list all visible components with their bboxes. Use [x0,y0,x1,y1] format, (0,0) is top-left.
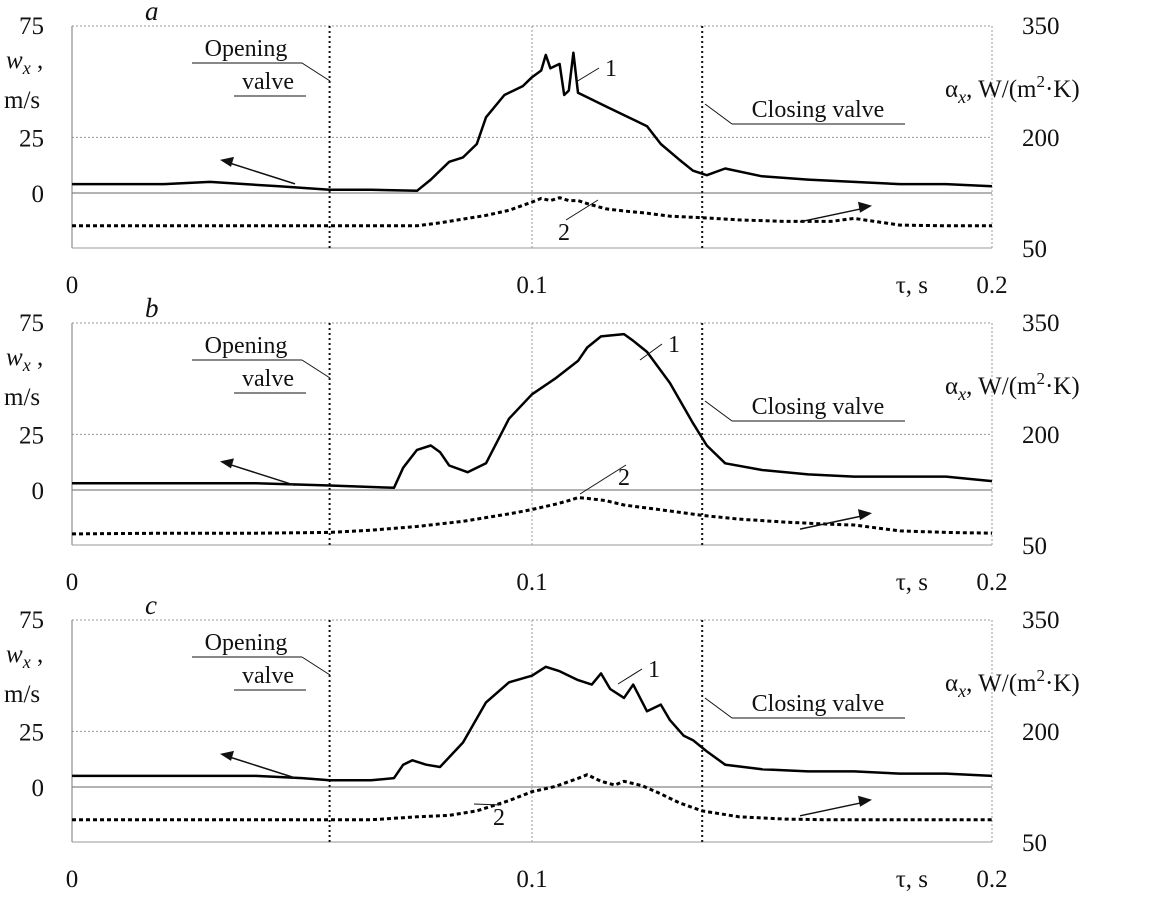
series-2-line [71,496,993,536]
x-tick-label: 0.2 [976,569,1007,596]
series-1-label: 1 [668,332,680,358]
opening-valve-label-1: Opening [205,36,288,62]
x-tick-label: 0 [66,866,79,893]
y-right-label: αx, W/(m2·K) [945,369,1080,404]
y-right-tick-label: 350 [1022,310,1060,337]
closing-valve-label: Closing valve [752,691,885,717]
y-left-tick-label: 0 [32,478,45,505]
opening-leader [301,62,331,82]
series-2-leader [579,464,627,495]
opening-valve-label-2: valve [242,663,294,689]
series-1-line [72,51,993,193]
y-left-tick-label: 0 [32,775,45,802]
y-left-unit: m/s [4,681,40,708]
opening-leader [301,359,331,379]
opening-leader [301,656,331,676]
right-axis-arrowhead [858,201,872,213]
left-axis-arrow [225,755,296,779]
left-axis-arrowhead [220,750,234,761]
y-left-tick-label: 75 [19,310,44,337]
opening-valve-label-1: Opening [205,333,288,359]
series-2-label: 2 [493,805,505,831]
y-right-label: αx, W/(m2·K) [945,72,1080,107]
y-left-tick-label: 0 [32,181,45,208]
y-right-tick-label: 50 [1022,533,1047,560]
y-left-unit: m/s [4,384,40,411]
series-2-label: 2 [558,220,570,246]
series-2-label: 2 [618,465,630,491]
closing-leader [704,697,733,719]
x-axis-label: τ, s [896,569,928,596]
left-axis-arrow [225,462,296,487]
left-axis-arrowhead [220,458,234,469]
y-right-tick-label: 350 [1022,13,1060,40]
x-tick-label: 0 [66,569,79,596]
chart-panel-a: 75 25 0 wx , m/s 350 200 50 αx, W/(m2·K) 0 0.1 0.2 τ… [4,0,1080,299]
panel-label: b [145,293,159,323]
left-axis-arrowhead [220,156,234,167]
chart-panel-b: 75 25 0 wx , m/s 350 200 50 αx, W/(m2·K) 0 0.1 0.2 τ… [4,293,1080,596]
series-1-label: 1 [648,657,660,683]
right-axis-arrowhead [858,795,872,807]
closing-leader [704,400,733,422]
y-left-label: wx , [6,47,43,78]
y-left-tick-label: 25 [19,719,44,746]
series-1-leader [617,668,643,685]
y-left-tick-label: 75 [19,607,44,634]
y-left-label: wx , [6,641,43,672]
series-2-leader [565,199,599,221]
panel-label: c [145,590,157,620]
opening-valve-label-1: Opening [205,630,288,656]
panel-label: a [145,0,159,26]
series-1-line [72,665,993,782]
x-tick-label: 0.2 [976,272,1007,299]
y-right-tick-label: 200 [1022,125,1060,152]
closing-leader [704,103,733,125]
x-tick-label: 0.1 [516,272,547,299]
y-left-tick-label: 75 [19,13,44,40]
series-2-line [72,773,992,822]
left-axis-arrow [225,161,296,185]
x-axis-label: τ, s [896,272,928,299]
y-right-tick-label: 200 [1022,719,1060,746]
opening-valve-label-2: valve [242,366,294,392]
y-left-label: wx , [6,344,43,375]
y-right-tick-label: 50 [1022,236,1047,263]
x-tick-label: 0.2 [976,866,1007,893]
series-1-label: 1 [605,56,617,82]
opening-valve-label-2: valve [242,69,294,95]
chart-panel-c: 75 25 0 wx , m/s 350 200 50 αx, W/(m2·K) 0 0.1 0.2 τ… [4,590,1080,893]
y-right-tick-label: 350 [1022,607,1060,634]
x-tick-label: 0 [66,272,79,299]
right-axis-arrow [799,207,867,223]
y-left-tick-label: 25 [19,125,44,152]
x-tick-label: 0.1 [516,866,547,893]
y-right-label: αx, W/(m2·K) [945,666,1080,701]
y-right-tick-label: 200 [1022,422,1060,449]
x-tick-label: 0.1 [516,569,547,596]
y-right-tick-label: 50 [1022,830,1047,857]
right-axis-arrow [799,514,867,530]
closing-valve-label: Closing valve [752,97,885,123]
right-axis-arrowhead [858,509,872,521]
series-1-leader [639,343,663,361]
closing-valve-label: Closing valve [752,394,885,420]
x-axis-label: τ, s [896,866,928,893]
series-1-line [72,332,993,490]
y-left-tick-label: 25 [19,422,44,449]
right-axis-arrow [799,801,867,817]
series-1-leader [575,67,600,83]
series-2-leader [473,803,502,806]
y-left-unit: m/s [4,87,40,114]
